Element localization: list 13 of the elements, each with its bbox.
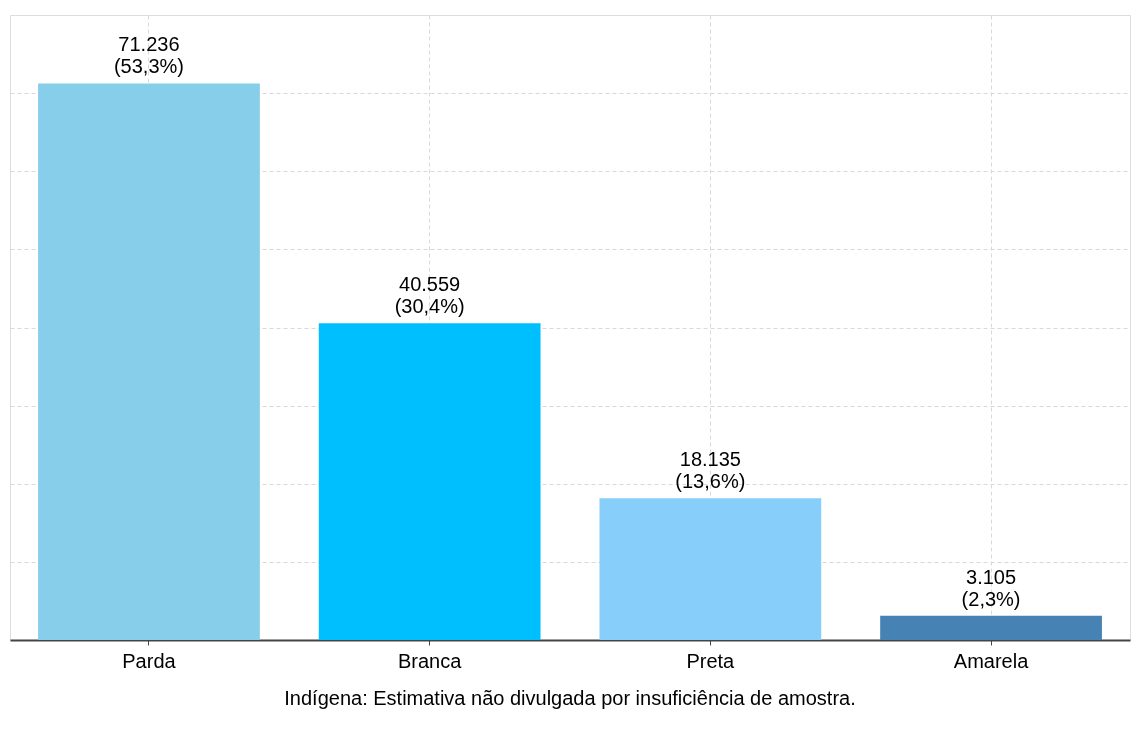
x-tick-label: Branca <box>397 649 463 672</box>
data-label: 40.559 (30,4%) <box>394 273 465 318</box>
bar <box>318 323 541 640</box>
x-tick-label: Parda <box>122 649 177 672</box>
data-label: 3.105 (2,3%) <box>961 565 1021 610</box>
bar <box>599 498 822 640</box>
text: Indígena: Estimativa não divulgada por insuficiência de amostra. <box>284 687 856 709</box>
data-label: 18.135 (13,6%) <box>675 448 746 493</box>
x-tick-label: Preta <box>686 649 736 672</box>
bar <box>880 615 1102 640</box>
bar <box>38 83 260 640</box>
x-tick-label: Amarela <box>953 649 1030 672</box>
data-label: 71.236 (53,3%) <box>113 33 184 78</box>
